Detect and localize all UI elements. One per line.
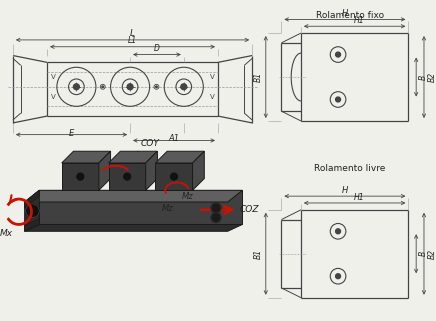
Text: COY: COY xyxy=(141,139,160,148)
Text: B: B xyxy=(419,74,428,80)
Text: Mz: Mz xyxy=(161,204,173,213)
Polygon shape xyxy=(25,190,39,208)
Text: B1: B1 xyxy=(254,249,263,259)
Circle shape xyxy=(127,84,133,90)
Text: Rolamento livre: Rolamento livre xyxy=(314,164,385,173)
Polygon shape xyxy=(109,151,157,163)
Text: V: V xyxy=(51,74,55,80)
Polygon shape xyxy=(25,190,39,231)
Polygon shape xyxy=(62,163,99,190)
Text: Mx: Mx xyxy=(0,229,13,238)
Text: V: V xyxy=(51,93,55,100)
Text: Mz: Mz xyxy=(182,192,194,201)
Polygon shape xyxy=(62,151,111,163)
Circle shape xyxy=(26,204,39,218)
Circle shape xyxy=(170,173,177,180)
Polygon shape xyxy=(25,219,39,231)
Circle shape xyxy=(336,274,341,279)
Polygon shape xyxy=(25,190,242,202)
Text: L1: L1 xyxy=(128,36,137,45)
Circle shape xyxy=(336,97,341,102)
Circle shape xyxy=(336,229,341,234)
Text: H: H xyxy=(342,186,348,195)
Text: B2: B2 xyxy=(428,72,436,82)
Polygon shape xyxy=(146,151,157,190)
Text: H1: H1 xyxy=(354,16,365,25)
Text: My: My xyxy=(91,162,105,171)
Circle shape xyxy=(181,84,187,90)
Text: COZ: COZ xyxy=(239,205,259,214)
Text: B2: B2 xyxy=(428,249,436,259)
Circle shape xyxy=(124,173,130,180)
Polygon shape xyxy=(193,151,204,190)
Text: L: L xyxy=(130,29,135,38)
Text: V: V xyxy=(210,93,215,100)
Polygon shape xyxy=(39,190,242,224)
Circle shape xyxy=(336,52,341,57)
Circle shape xyxy=(156,86,157,88)
Circle shape xyxy=(211,213,221,222)
Text: H1: H1 xyxy=(354,193,365,202)
Polygon shape xyxy=(156,163,193,190)
Circle shape xyxy=(211,203,221,213)
Text: V: V xyxy=(210,74,215,80)
Polygon shape xyxy=(99,151,111,190)
Text: E: E xyxy=(69,128,74,138)
Circle shape xyxy=(77,173,84,180)
Polygon shape xyxy=(25,224,242,231)
Text: B: B xyxy=(419,251,428,256)
Polygon shape xyxy=(109,163,146,190)
Text: Rolamento fixo: Rolamento fixo xyxy=(316,11,384,20)
Circle shape xyxy=(73,84,79,90)
Polygon shape xyxy=(156,151,204,163)
Text: H: H xyxy=(342,9,348,18)
Circle shape xyxy=(102,86,103,88)
Text: D: D xyxy=(154,44,160,53)
Text: B1: B1 xyxy=(254,72,263,82)
Text: A1: A1 xyxy=(168,134,180,143)
